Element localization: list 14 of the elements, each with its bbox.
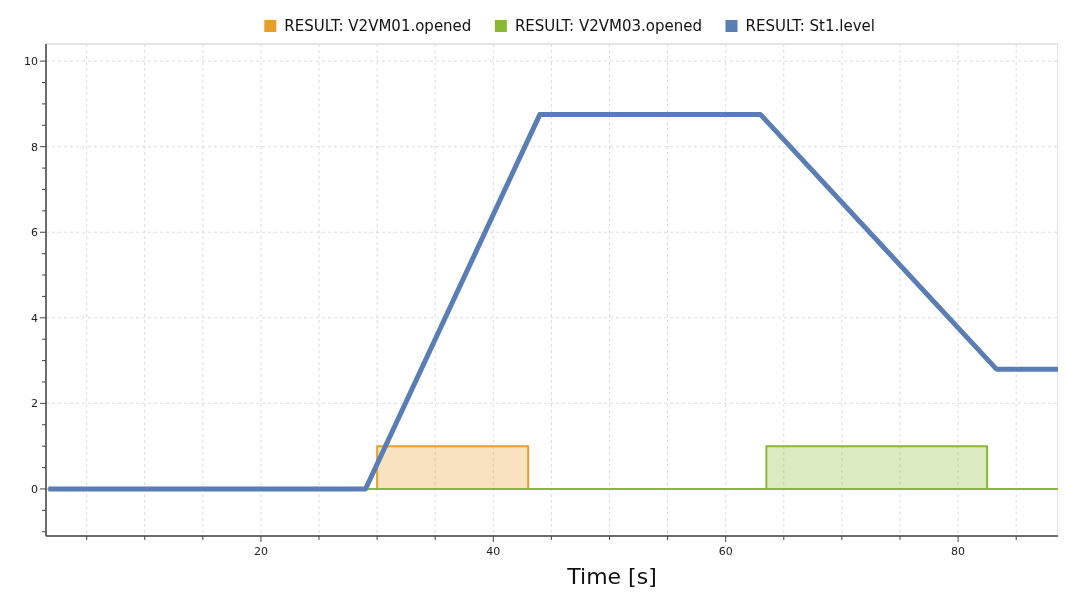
- legend-label: RESULT: St1.level: [745, 17, 875, 35]
- x-tick-label: 60: [718, 545, 733, 558]
- y-tick-label: 0: [31, 482, 38, 496]
- y-tick-label: 2: [31, 397, 38, 411]
- x-tick-label: 80: [951, 545, 966, 558]
- y-tick-label: 6: [31, 226, 38, 240]
- x-tick-label: 20: [253, 545, 268, 558]
- legend-label: RESULT: V2VM03.opened: [514, 17, 702, 35]
- x-axis-title: Time [s]: [566, 564, 657, 589]
- x-tick-label: 40: [486, 545, 501, 558]
- y-tick-label: 4: [31, 311, 38, 325]
- y-tick-label: 10: [24, 55, 38, 69]
- legend-label: RESULT: V2VM01.opened: [284, 17, 472, 35]
- y-tick-label: 8: [31, 140, 38, 154]
